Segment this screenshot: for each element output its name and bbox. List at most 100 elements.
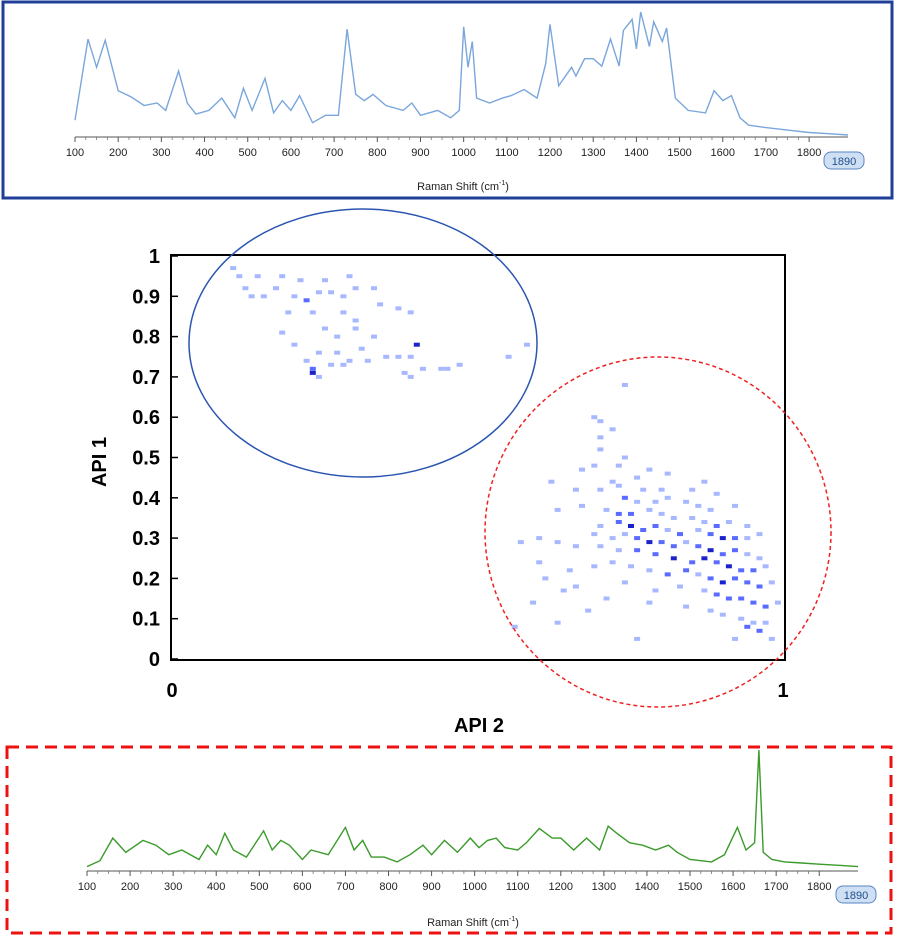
heatmap-pixel (774, 600, 781, 605)
heatmap-pixel (322, 326, 328, 331)
heatmap-pixel (628, 524, 634, 528)
heatmap-pixel (670, 516, 677, 520)
heatmap-pixel (707, 532, 714, 537)
heatmap-pixel (413, 342, 420, 347)
heatmap-pixel (664, 528, 671, 532)
heatmap-pixel (744, 580, 751, 585)
tick-label: 1100 (506, 881, 530, 893)
bottom-spectrum-line (86, 749, 859, 868)
tick-label: 600 (293, 881, 311, 893)
heatmap-pixel (340, 310, 347, 315)
heatmap-pixel (505, 354, 512, 359)
heatmap-pixel (524, 342, 530, 347)
heatmap-pixel (322, 278, 328, 283)
heatmap-pixel (646, 568, 653, 573)
heatmap-pixel (352, 286, 359, 291)
heatmap-pixel (744, 524, 751, 528)
heatmap-pixel (621, 455, 628, 460)
heatmap-pixel (732, 576, 738, 581)
heatmap-pixel (768, 580, 775, 585)
heatmap-pixel (279, 274, 286, 279)
tick-label: 1500 (667, 147, 691, 159)
heatmap-pixel (548, 479, 555, 484)
heatmap-pixel (285, 310, 292, 315)
bottom-x-axis-label: Raman Shift (cm-1) (427, 916, 519, 929)
heatmap-pixel (683, 604, 690, 609)
heatmap-pixel (621, 495, 628, 500)
heatmap-pixel (634, 536, 641, 541)
heatmap-pixel (328, 290, 335, 295)
heatmap-pixel (744, 624, 751, 629)
y-tick-label: 0.5 (132, 448, 160, 470)
heatmap-pixel (371, 286, 377, 291)
heatmap-pixel (621, 580, 628, 585)
heatmap-pixel (303, 298, 310, 303)
heatmap-pixel (719, 612, 726, 617)
heatmap-pixel (346, 274, 353, 279)
tick-label: 1800 (807, 881, 831, 893)
top-end-badge[interactable] (823, 151, 865, 170)
heatmap-pixel (664, 495, 671, 500)
tick-label: 800 (379, 881, 397, 893)
heatmap-pixel (701, 556, 708, 561)
bottom-panel-frame (5, 745, 893, 935)
heatmap-pixel (572, 487, 579, 492)
y-tick-label: 0.9 (132, 286, 160, 308)
heatmap-pixel (371, 334, 377, 339)
heatmap-pixel (615, 548, 622, 553)
y-tick-label: 0.1 (132, 609, 160, 631)
heatmap-pixel (719, 580, 726, 585)
heatmap-pixel (658, 511, 665, 516)
y-tick-label: 1 (149, 246, 160, 268)
scatter-x-tick-0: 0 (166, 680, 177, 702)
heatmap-pixel (683, 499, 690, 504)
heatmap-pixel (615, 463, 622, 468)
heatmap-pixel (407, 374, 414, 379)
heatmap-pixel (572, 544, 579, 549)
top-tick-group: 100 200 300 400 500 600 700 800 900 1000 1100 1200 1… (66, 137, 821, 159)
heatmap-pixel (554, 507, 561, 512)
tick-label: 600 (282, 147, 300, 159)
bottom-tick-group: 100 200 300 400 500 600 700 800 900 1000 1100 1200 1… (78, 871, 831, 893)
heatmap-pixel (664, 572, 671, 577)
top-x-axis-label: Raman Shift (cm-1) (417, 180, 509, 193)
heatmap-pixel (750, 600, 757, 605)
heatmap-pixel (542, 576, 549, 581)
bottom-end-badge[interactable] (835, 885, 877, 904)
tick-label: 900 (411, 147, 429, 159)
heatmap-pixel (732, 636, 738, 641)
heatmap-pixel (260, 294, 267, 299)
heatmap-pixel (579, 503, 585, 508)
tick-label: 400 (207, 881, 225, 893)
bottom-spectrum-panel: 100 200 300 400 500 600 700 800 900 1000 1100 1200 1… (5, 745, 893, 935)
heatmap-pixel (236, 274, 243, 279)
heatmap-pixel (352, 318, 359, 323)
heatmap-pixel (707, 608, 714, 613)
heatmap-pixel (713, 592, 720, 597)
heatmap-pixel (554, 540, 561, 545)
heatmap-pixel (309, 310, 316, 315)
y-tick-label: 0.3 (132, 528, 160, 550)
heatmap-pixel (652, 499, 659, 504)
scatter-x-tick-1: 1 (777, 680, 788, 702)
heatmap-pixel (756, 628, 763, 633)
tick-label: 100 (78, 881, 96, 893)
heatmap-pixel (456, 362, 463, 367)
top-end-badge-label: 1890 (832, 156, 856, 168)
blue-cluster-circle (188, 208, 538, 478)
heatmap-pixel (242, 286, 249, 291)
heatmap-pixel (597, 487, 604, 492)
heatmap-pixel (603, 507, 610, 512)
tick-label: 1700 (764, 881, 788, 893)
heatmap-pixel (554, 620, 561, 625)
heatmap-pixel (689, 560, 696, 565)
heatmap-pixel (701, 588, 708, 593)
y-tick-label: 0.2 (132, 568, 160, 590)
heatmap-pixel (707, 507, 714, 512)
heatmap-pixel (591, 564, 598, 569)
tick-label: 500 (239, 147, 257, 159)
heatmap-pixel (652, 524, 659, 528)
heatmap-pixel (609, 536, 616, 541)
tick-label: 700 (336, 881, 354, 893)
